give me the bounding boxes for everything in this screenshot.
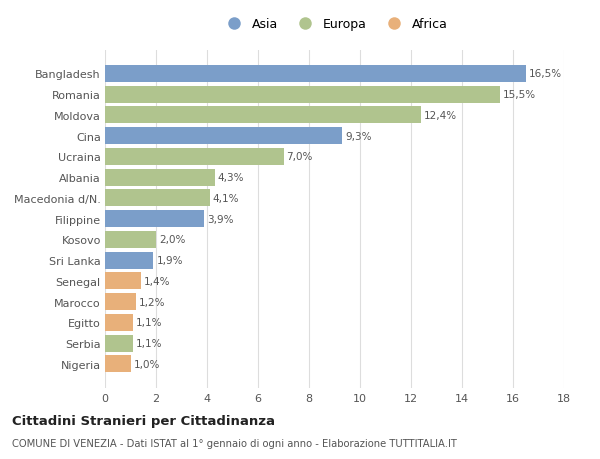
Bar [105, 335, 133, 352]
Text: 15,5%: 15,5% [503, 90, 536, 100]
Text: 12,4%: 12,4% [424, 111, 457, 121]
Bar [105, 190, 209, 207]
Bar [105, 66, 526, 83]
Text: 1,4%: 1,4% [144, 276, 170, 286]
Bar [105, 107, 421, 124]
Text: 3,9%: 3,9% [208, 214, 234, 224]
Text: Cittadini Stranieri per Cittadinanza: Cittadini Stranieri per Cittadinanza [12, 414, 275, 428]
Text: 1,1%: 1,1% [136, 338, 163, 348]
Text: 1,2%: 1,2% [139, 297, 165, 307]
Text: COMUNE DI VENEZIA - Dati ISTAT al 1° gennaio di ogni anno - Elaborazione TUTTITA: COMUNE DI VENEZIA - Dati ISTAT al 1° gen… [12, 438, 457, 448]
Text: 4,3%: 4,3% [218, 173, 244, 183]
Text: 9,3%: 9,3% [345, 131, 372, 141]
Text: 4,1%: 4,1% [212, 194, 239, 203]
Bar [105, 293, 136, 310]
Bar [105, 314, 133, 331]
Bar [105, 356, 131, 373]
Bar [105, 252, 154, 269]
Bar [105, 86, 500, 103]
Bar [105, 169, 215, 186]
Text: 16,5%: 16,5% [529, 69, 562, 79]
Text: 1,0%: 1,0% [134, 359, 160, 369]
Text: 7,0%: 7,0% [287, 152, 313, 162]
Text: 2,0%: 2,0% [159, 235, 185, 245]
Bar [105, 149, 284, 166]
Bar [105, 273, 140, 290]
Bar [105, 231, 156, 248]
Text: 1,1%: 1,1% [136, 318, 163, 328]
Bar [105, 128, 342, 145]
Text: 1,9%: 1,9% [157, 256, 183, 266]
Bar [105, 211, 205, 228]
Legend: Asia, Europa, Africa: Asia, Europa, Africa [217, 13, 452, 36]
